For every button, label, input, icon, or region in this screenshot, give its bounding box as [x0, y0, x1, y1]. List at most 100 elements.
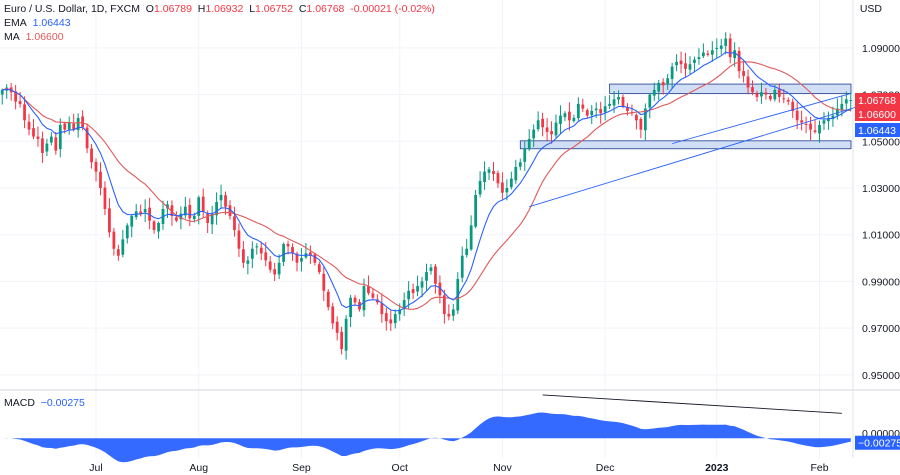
candle-body: [393, 314, 397, 324]
time-tick-label: Sep: [292, 462, 311, 474]
price-badge-text: 1.06768: [858, 95, 896, 107]
candle-body: [317, 264, 321, 273]
candle-body: [67, 122, 71, 130]
candle-body: [259, 247, 263, 254]
candle-body: [831, 115, 835, 120]
candle-body: [751, 87, 754, 93]
trend-lines: [529, 92, 883, 208]
candle-body: [0, 89, 4, 95]
candle-body: [447, 313, 451, 317]
candle-body: [76, 117, 80, 131]
candle-body: [367, 286, 370, 294]
candle-body: [496, 173, 500, 184]
candle-body: [63, 123, 67, 130]
candle-body: [371, 293, 375, 298]
candle-body: [130, 216, 134, 227]
candle-body: [438, 282, 442, 296]
candle-body: [710, 50, 714, 55]
candle-body: [116, 249, 120, 256]
ma-line: [2, 61, 851, 310]
candle-body: [733, 50, 737, 59]
candle-body: [41, 138, 44, 153]
candle-body: [255, 246, 259, 248]
candle-body: [152, 221, 156, 231]
candle-body: [835, 108, 839, 116]
candle-body: [85, 127, 89, 149]
candle-body: [300, 258, 303, 262]
candle-body: [670, 66, 674, 79]
candle-body: [483, 171, 486, 182]
candle-body: [23, 104, 26, 121]
candle-body: [666, 78, 670, 85]
candle-body: [800, 120, 804, 123]
candle-body: [742, 71, 745, 76]
candle-body: [684, 63, 687, 69]
candle-body: [760, 92, 763, 97]
candle-body: [818, 124, 821, 134]
candle-body: [478, 180, 482, 195]
candle-body: [523, 148, 527, 162]
candle-body: [827, 117, 830, 122]
candle-body: [585, 110, 589, 116]
ema-line: [2, 51, 852, 312]
ma-legend: MA 1.06600: [4, 31, 64, 44]
candle-body: [228, 205, 232, 217]
price-tick-label: 0.99000: [862, 276, 900, 288]
candle-body: [693, 59, 696, 63]
candle-body: [121, 239, 125, 255]
candle-body: [746, 76, 750, 88]
price-tick-label: 1.09000: [862, 43, 900, 55]
candle-body: [326, 291, 330, 308]
symbol-label: Euro / U.S. Dollar, 1D, FXCM: [4, 3, 140, 15]
candle-body: [844, 99, 848, 104]
candle-body: [563, 113, 567, 118]
candle-body: [32, 128, 35, 137]
candle-body: [626, 107, 629, 111]
candle-body: [706, 53, 710, 55]
candle-body: [755, 93, 759, 97]
candle-body: [501, 182, 504, 193]
time-tick-label: Aug: [189, 462, 208, 474]
candle-body: [14, 91, 18, 102]
candle-body: [166, 204, 169, 209]
candle-body: [206, 212, 210, 224]
candle-body: [58, 124, 62, 150]
candle-body: [125, 225, 129, 239]
candle-body: [652, 89, 656, 96]
candle-body: [715, 47, 719, 49]
candle-body: [344, 318, 348, 351]
time-tick-label: Dec: [596, 462, 615, 474]
candle-body: [648, 94, 652, 108]
high-value: 1.06932: [205, 3, 244, 15]
zone-rect: [519, 140, 852, 150]
candle-body: [536, 120, 540, 130]
macd-label: MACD: [4, 397, 35, 409]
candle-body: [224, 195, 227, 207]
candle-body: [331, 306, 335, 324]
candle-body: [679, 60, 683, 65]
candle-body: [411, 289, 415, 294]
ema-path: [2, 51, 852, 312]
candle-body: [492, 171, 495, 174]
candle-body: [250, 248, 254, 259]
trend-line: [672, 92, 851, 145]
candle-body: [532, 129, 536, 139]
price-badge: [855, 106, 900, 121]
candle-body: [675, 61, 678, 66]
candle-body: [389, 319, 393, 324]
time-tick-label: Oct: [392, 462, 408, 474]
ma-label: MA: [4, 31, 20, 43]
candle-body: [416, 286, 419, 292]
candle-body: [49, 136, 53, 143]
ema-label: EMA: [4, 17, 27, 29]
low-value: 1.06752: [255, 3, 293, 15]
candle-body: [764, 92, 768, 95]
candle-body: [103, 187, 107, 210]
candle-body: [527, 138, 531, 150]
price-badge: [855, 122, 900, 137]
ma-path: [2, 61, 851, 310]
support-resistance-zones: [519, 83, 852, 150]
candle-body: [728, 38, 732, 58]
time-axis: JulAugSepOctNovDec2023FebMar: [89, 462, 900, 474]
